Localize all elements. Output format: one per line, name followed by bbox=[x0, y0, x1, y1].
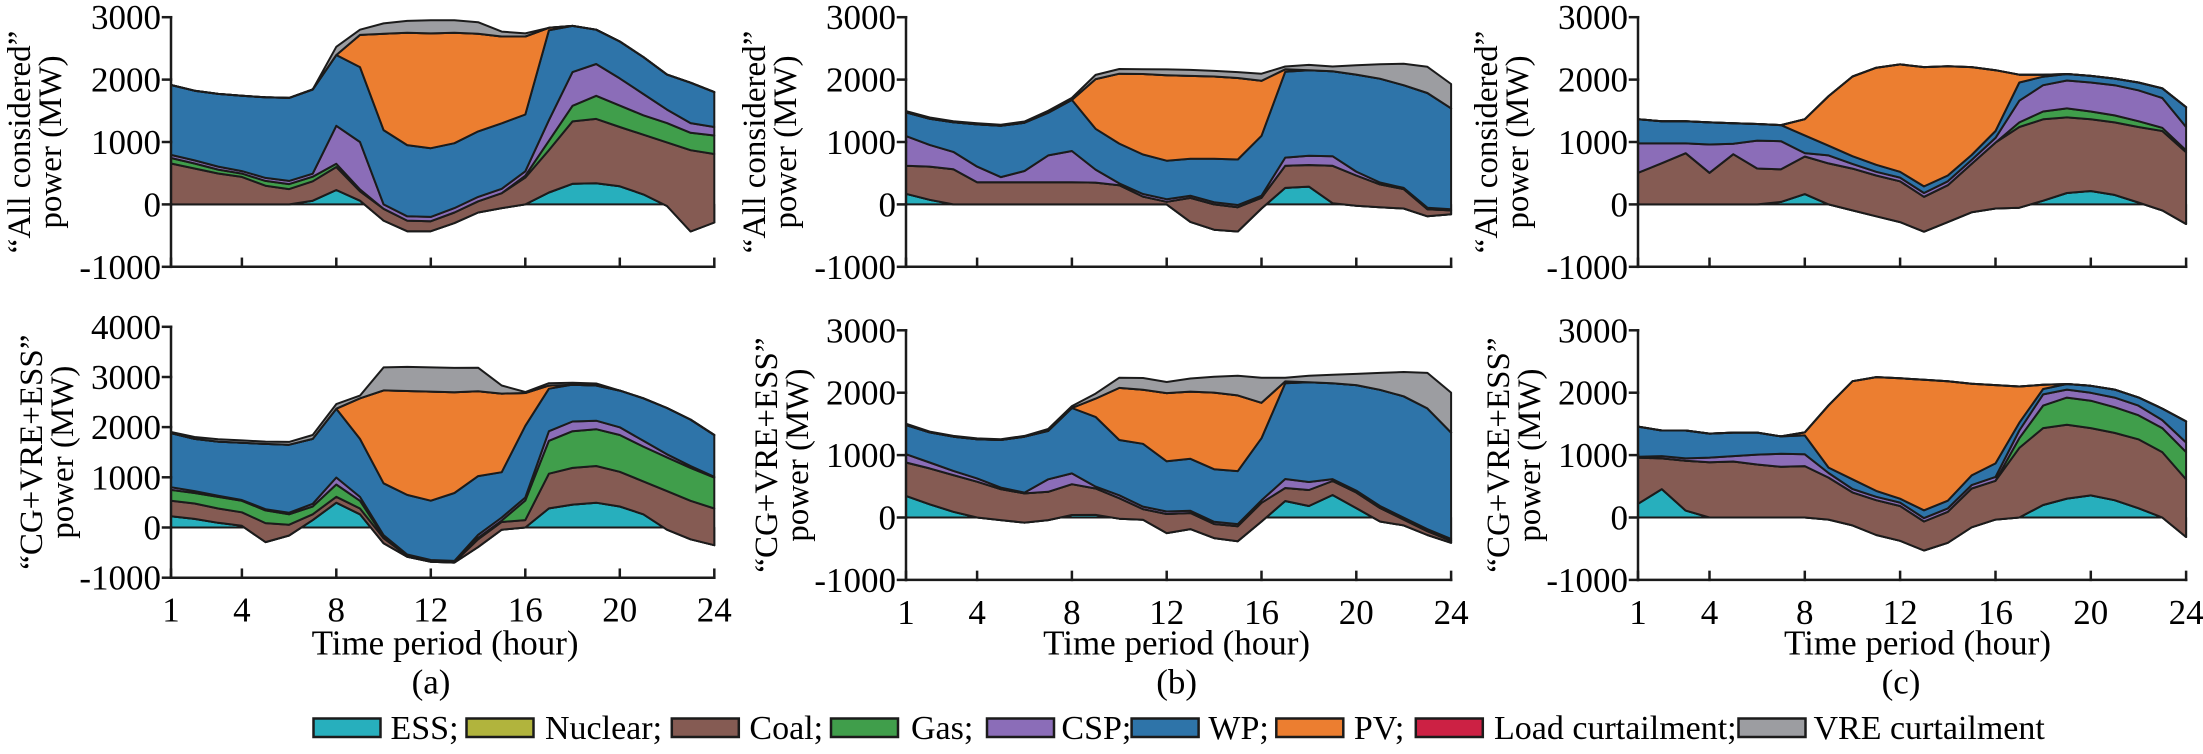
svg-text:PV;: PV; bbox=[1354, 710, 1404, 747]
svg-text:“All considered”: “All considered” bbox=[1469, 31, 1505, 254]
svg-text:16: 16 bbox=[1244, 593, 1279, 632]
svg-text:Load curtailment;: Load curtailment; bbox=[1494, 710, 1737, 747]
svg-text:4: 4 bbox=[233, 591, 251, 630]
svg-text:12: 12 bbox=[1883, 593, 1918, 632]
svg-text:1000: 1000 bbox=[826, 123, 896, 162]
svg-text:-1000: -1000 bbox=[1546, 561, 1628, 600]
svg-text:power (MW): power (MW) bbox=[780, 369, 816, 542]
svg-text:20: 20 bbox=[602, 591, 637, 630]
svg-text:2000: 2000 bbox=[91, 61, 161, 100]
svg-text:2000: 2000 bbox=[826, 374, 896, 413]
svg-text:(a): (a) bbox=[412, 663, 451, 702]
svg-text:0: 0 bbox=[879, 499, 897, 538]
svg-text:3000: 3000 bbox=[826, 311, 896, 350]
svg-text:3000: 3000 bbox=[91, 0, 161, 37]
svg-text:power (MW): power (MW) bbox=[768, 55, 804, 228]
svg-text:(c): (c) bbox=[1882, 663, 1921, 702]
svg-text:ESS;: ESS; bbox=[391, 710, 459, 747]
svg-text:8: 8 bbox=[1796, 593, 1814, 632]
svg-text:3000: 3000 bbox=[1558, 0, 1628, 37]
svg-text:“CG+VRE+ESS”: “CG+VRE+ESS” bbox=[14, 335, 50, 570]
svg-text:power (MW): power (MW) bbox=[33, 55, 69, 228]
svg-text:1: 1 bbox=[1629, 593, 1647, 632]
svg-text:Gas;: Gas; bbox=[911, 710, 973, 747]
svg-text:“CG+VRE+ESS”: “CG+VRE+ESS” bbox=[749, 337, 785, 572]
svg-text:12: 12 bbox=[413, 591, 448, 630]
svg-text:2000: 2000 bbox=[1558, 61, 1628, 100]
svg-text:-1000: -1000 bbox=[814, 248, 896, 287]
svg-text:0: 0 bbox=[144, 509, 162, 548]
svg-text:1000: 1000 bbox=[91, 123, 161, 162]
svg-text:0: 0 bbox=[1611, 185, 1629, 224]
svg-text:1000: 1000 bbox=[91, 458, 161, 497]
svg-text:12: 12 bbox=[1149, 593, 1184, 632]
svg-text:1000: 1000 bbox=[1558, 436, 1628, 475]
svg-text:WP;: WP; bbox=[1208, 710, 1268, 747]
svg-text:-1000: -1000 bbox=[79, 248, 161, 287]
svg-text:power (MW): power (MW) bbox=[1512, 369, 1548, 542]
svg-text:16: 16 bbox=[508, 591, 543, 630]
svg-text:0: 0 bbox=[144, 185, 162, 224]
svg-text:“CG+VRE+ESS”: “CG+VRE+ESS” bbox=[1481, 337, 1517, 572]
svg-text:1: 1 bbox=[897, 593, 915, 632]
svg-text:4: 4 bbox=[1701, 593, 1719, 632]
svg-text:VRE curtailment: VRE curtailment bbox=[1814, 710, 2046, 747]
svg-text:3000: 3000 bbox=[1558, 311, 1628, 350]
svg-text:1000: 1000 bbox=[826, 436, 896, 475]
svg-text:24: 24 bbox=[697, 591, 732, 630]
svg-text:-1000: -1000 bbox=[1546, 248, 1628, 287]
svg-text:16: 16 bbox=[1978, 593, 2013, 632]
svg-text:2000: 2000 bbox=[826, 61, 896, 100]
svg-text:8: 8 bbox=[1063, 593, 1081, 632]
svg-text:0: 0 bbox=[879, 185, 897, 224]
svg-text:20: 20 bbox=[1339, 593, 1374, 632]
svg-text:4: 4 bbox=[968, 593, 986, 632]
svg-text:24: 24 bbox=[1434, 593, 1469, 632]
svg-text:0: 0 bbox=[1611, 499, 1629, 538]
svg-text:20: 20 bbox=[2073, 593, 2108, 632]
svg-text:3000: 3000 bbox=[91, 358, 161, 397]
svg-text:8: 8 bbox=[328, 591, 346, 630]
svg-text:-1000: -1000 bbox=[814, 561, 896, 600]
svg-text:Coal;: Coal; bbox=[749, 710, 823, 747]
svg-text:Nuclear;: Nuclear; bbox=[545, 710, 662, 747]
svg-text:2000: 2000 bbox=[91, 408, 161, 447]
svg-text:2000: 2000 bbox=[1558, 374, 1628, 413]
svg-text:CSP;: CSP; bbox=[1061, 710, 1131, 747]
svg-text:power (MW): power (MW) bbox=[45, 366, 81, 539]
svg-text:Time period (hour): Time period (hour) bbox=[312, 624, 579, 663]
svg-text:power (MW): power (MW) bbox=[1500, 55, 1536, 228]
svg-text:“All considered”: “All considered” bbox=[2, 31, 38, 254]
svg-text:4000: 4000 bbox=[91, 308, 161, 347]
svg-text:Time period (hour): Time period (hour) bbox=[1043, 624, 1310, 663]
svg-text:1: 1 bbox=[162, 591, 180, 630]
svg-text:1000: 1000 bbox=[1558, 123, 1628, 162]
svg-text:24: 24 bbox=[2169, 593, 2203, 632]
svg-text:-1000: -1000 bbox=[79, 559, 161, 598]
svg-text:“All considered”: “All considered” bbox=[737, 31, 773, 254]
svg-text:Time period (hour): Time period (hour) bbox=[1784, 624, 2051, 663]
svg-text:(b): (b) bbox=[1156, 663, 1197, 702]
svg-text:3000: 3000 bbox=[826, 0, 896, 37]
